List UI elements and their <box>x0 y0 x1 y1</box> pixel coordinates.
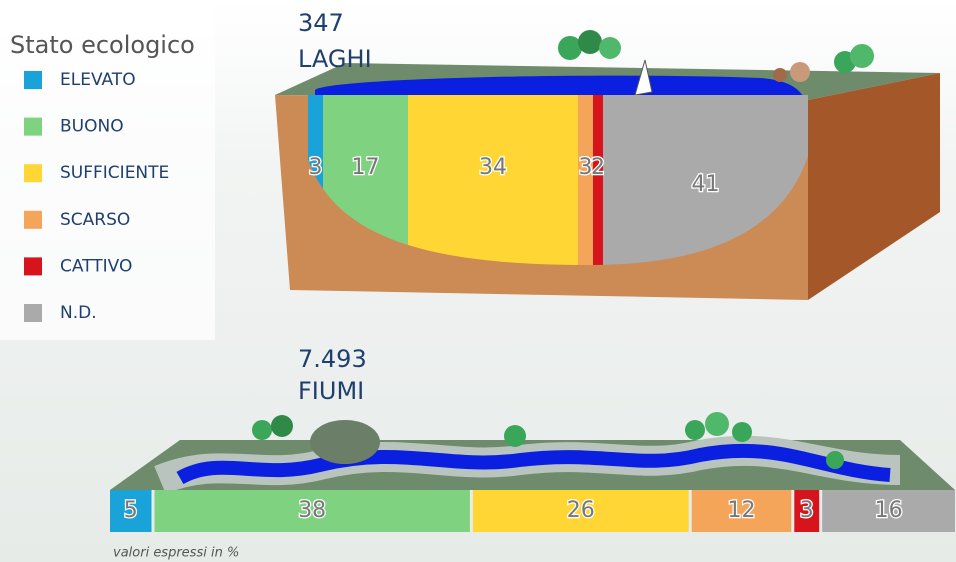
legend-swatch <box>24 117 42 136</box>
river-segment <box>691 490 792 532</box>
lake-segment <box>593 95 603 265</box>
legend-label: SUFFICIENTE <box>60 163 169 183</box>
segment-label: 2 <box>591 155 605 180</box>
river-segment <box>472 490 689 532</box>
legend-swatch <box>24 210 42 229</box>
segment-label: 12 <box>728 498 756 523</box>
segment-label: 5 <box>124 498 138 523</box>
segment-label: 41 <box>692 172 720 197</box>
segment-label: 3 <box>309 155 323 180</box>
segment-label: 34 <box>479 155 507 180</box>
legend-label: SCARSO <box>60 210 130 230</box>
lake-label: LAGHI <box>298 45 372 73</box>
segment-label: 3 <box>579 155 593 180</box>
lake-segment <box>408 95 578 265</box>
legend-label: ELEVATO <box>60 70 136 90</box>
segment-label: 26 <box>567 498 595 523</box>
river-count: 7.493 <box>298 345 367 373</box>
legend-label: BUONO <box>60 117 124 137</box>
river-segment <box>154 490 470 532</box>
legend-swatch <box>24 257 42 276</box>
legend: ELEVATO BUONO SUFFICIENTE SCARSO CATTIVO N.D. <box>24 70 169 323</box>
river-segment <box>822 490 955 532</box>
segment-label: 38 <box>298 498 326 523</box>
legend-swatch <box>24 164 42 183</box>
legend-label: CATTIVO <box>60 256 132 276</box>
legend-label: N.D. <box>60 303 97 323</box>
segment-label: 17 <box>352 155 380 180</box>
legend-swatch <box>24 304 42 322</box>
legend-title: Stato ecologico <box>10 31 195 59</box>
segment-label: 3 <box>800 498 814 523</box>
note: valori espressi in % <box>113 546 239 561</box>
legend-swatch <box>24 71 42 89</box>
lake-segment <box>578 95 593 265</box>
river-segment <box>110 490 152 532</box>
river-label: FIUMI <box>298 377 364 405</box>
river-segment <box>794 490 820 532</box>
segment-label: 16 <box>875 498 903 523</box>
river-bars: 5 38 26 12 3 16 <box>110 490 955 532</box>
river-strip <box>110 412 955 495</box>
lake-count: 347 <box>298 9 344 37</box>
